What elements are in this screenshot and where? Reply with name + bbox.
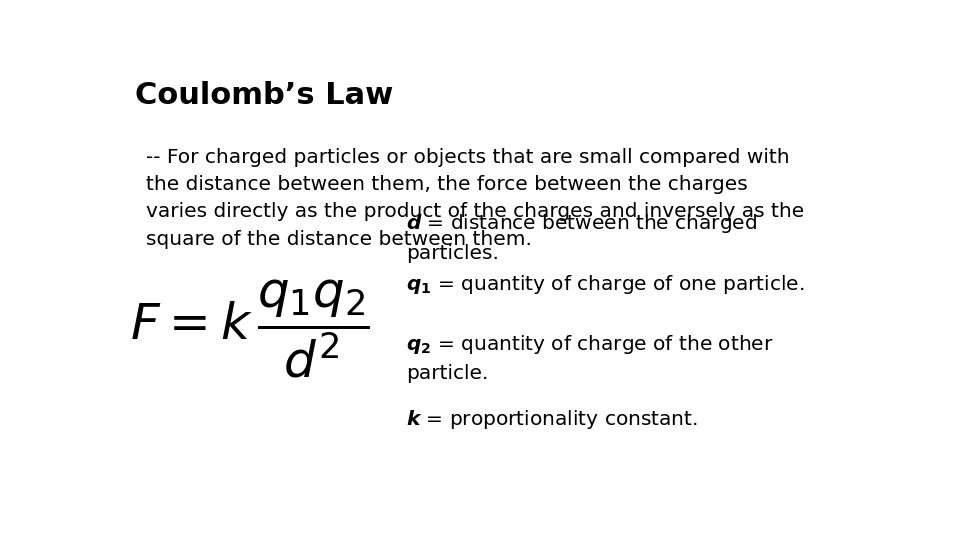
Text: $\boldsymbol{d}$ = distance between the charged
particles.: $\boldsymbol{d}$ = distance between the … bbox=[406, 212, 757, 262]
Text: $\boldsymbol{q}_\mathbf{1}$ = quantity of charge of one particle.: $\boldsymbol{q}_\mathbf{1}$ = quantity o… bbox=[406, 273, 804, 296]
Text: -- For charged particles or objects that are small compared with
the distance be: -- For charged particles or objects that… bbox=[146, 148, 804, 249]
Text: $\boldsymbol{k}$ = proportionality constant.: $\boldsymbol{k}$ = proportionality const… bbox=[406, 408, 698, 431]
Text: Coulomb’s Law: Coulomb’s Law bbox=[134, 82, 394, 111]
Text: $F = k \, \dfrac{q_1 q_2}{d^2}$: $F = k \, \dfrac{q_1 q_2}{d^2}$ bbox=[131, 278, 371, 380]
Text: $\boldsymbol{q}_\mathbf{2}$ = quantity of charge of the other
particle.: $\boldsymbol{q}_\mathbf{2}$ = quantity o… bbox=[406, 333, 774, 383]
